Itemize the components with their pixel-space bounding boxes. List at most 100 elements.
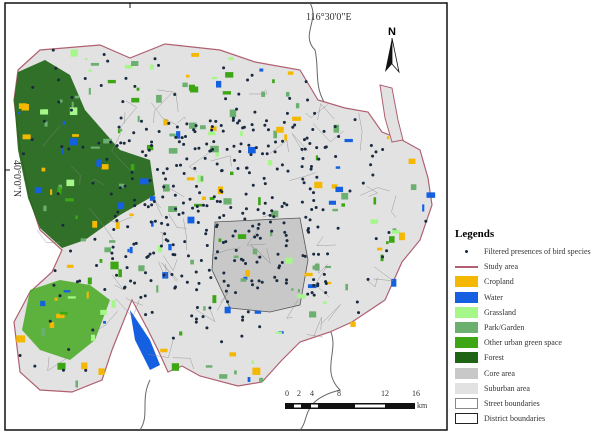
street-boundary: [42, 125, 61, 148]
land-use-patch: [100, 309, 107, 315]
bird-presence-point: [231, 118, 235, 122]
land-use-patch: [140, 178, 149, 185]
scale-tick: 0: [285, 389, 289, 398]
bird-presence-point: [188, 197, 192, 201]
land-use-patch: [370, 219, 379, 224]
land-use-patch: [91, 334, 96, 341]
bird-presence-point: [167, 121, 171, 125]
bird-presence-point: [285, 239, 289, 243]
bird-presence-point: [241, 315, 245, 319]
external-boundary: [299, 329, 341, 431]
legend-item: Grassland: [455, 305, 600, 320]
land-use-patch: [129, 213, 134, 217]
street-boundary: [112, 274, 124, 290]
bird-presence-point: [42, 119, 46, 123]
bird-presence-point: [258, 236, 262, 240]
bird-presence-point: [275, 167, 279, 171]
bird-presence-point: [69, 249, 73, 253]
land-use-patch: [225, 72, 234, 78]
bird-presence-point: [258, 325, 262, 329]
bird-presence-point: [387, 231, 391, 235]
bird-presence-point: [18, 353, 22, 357]
land-use-patch: [233, 255, 239, 259]
bird-presence-point: [195, 306, 199, 310]
street-boundary: [269, 140, 289, 154]
land-use-patch: [344, 138, 353, 143]
land-use-patch: [188, 84, 195, 91]
bird-presence-point: [133, 84, 137, 88]
land-use-patch: [99, 258, 103, 263]
bird-presence-point: [67, 348, 71, 352]
street-boundary: [90, 178, 105, 186]
land-use-patch: [56, 313, 65, 319]
bird-presence-point: [253, 110, 257, 114]
land-use-patch: [124, 64, 133, 69]
bird-presence-point: [112, 228, 116, 232]
bird-presence-point: [288, 96, 292, 100]
bird-presence-point: [280, 163, 284, 167]
bird-presence-point: [244, 262, 248, 266]
land-use-patch: [386, 241, 389, 245]
street-boundary: [391, 195, 397, 218]
land-use-patch: [74, 95, 80, 99]
bird-presence-point: [314, 206, 318, 210]
bird-presence-point: [83, 76, 87, 80]
land-use-patch: [350, 321, 356, 327]
land-use-patch: [191, 52, 200, 57]
land-use-patch: [179, 331, 183, 336]
land-use-patch: [345, 283, 349, 291]
bird-presence-point: [75, 280, 79, 284]
land-use-patch: [146, 144, 154, 151]
land-use-patch: [176, 131, 181, 139]
legend: Legends Filtered presences of bird speci…: [455, 228, 600, 426]
land-use-patch: [90, 146, 100, 149]
scale-tick: 8: [337, 389, 341, 398]
street-boundary: [211, 247, 241, 256]
bird-presence-point: [374, 150, 378, 154]
bird-presence-point: [218, 200, 222, 204]
bird-presence-point: [123, 184, 127, 188]
bird-presence-point: [256, 208, 260, 212]
bird-presence-point: [245, 166, 249, 170]
bird-presence-point: [266, 128, 270, 132]
bird-presence-point: [306, 292, 310, 296]
land-use-patch: [237, 234, 247, 239]
bird-presence-point: [31, 85, 35, 89]
land-use-patch: [309, 311, 317, 318]
scale-tick: 2: [297, 389, 301, 398]
street-boundary: [307, 334, 323, 338]
street-boundary: [255, 248, 271, 265]
bird-presence-point: [369, 144, 373, 148]
bird-presence-point: [274, 140, 278, 144]
land-use-patch: [328, 200, 337, 205]
legend-item: Core area: [455, 366, 600, 381]
legend-item: Forest: [455, 350, 600, 365]
street-boundary: [312, 123, 344, 143]
land-use-patch: [389, 236, 395, 243]
land-use-patch: [323, 301, 327, 305]
bird-presence-point: [105, 157, 109, 161]
bird-presence-point: [141, 150, 145, 154]
bird-presence-point: [224, 240, 228, 244]
bird-presence-point: [179, 163, 183, 167]
bird-presence-point: [57, 78, 61, 82]
bird-presence-point: [170, 272, 174, 276]
bird-presence-point: [278, 264, 282, 268]
land-use-patch: [80, 238, 86, 242]
bird-presence-point: [21, 152, 25, 156]
bird-presence-point: [147, 148, 151, 152]
bird-presence-point: [153, 57, 157, 61]
bird-presence-point: [161, 171, 165, 175]
bird-presence-point: [143, 203, 147, 207]
bird-presence-point: [182, 142, 186, 146]
bird-presence-point: [61, 368, 65, 372]
land-use-patch: [54, 297, 58, 301]
legend-label: Park/Garden: [484, 323, 525, 333]
bird-presence-point: [348, 189, 352, 193]
land-use-patch: [215, 151, 220, 157]
land-use-patch: [160, 348, 168, 353]
bird-presence-point: [171, 243, 175, 247]
land-use-patch: [171, 363, 180, 371]
bird-presence-point: [183, 240, 187, 244]
street-boundary: [360, 187, 390, 196]
